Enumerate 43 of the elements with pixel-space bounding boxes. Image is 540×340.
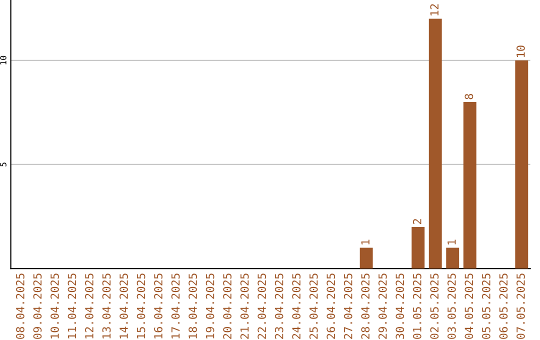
x-tick-label: 24.04.2025 xyxy=(292,274,301,339)
x-tick-label: 30.04.2025 xyxy=(396,274,404,339)
bar xyxy=(428,18,442,269)
x-tick-label: 22.04.2025 xyxy=(258,274,266,339)
x-tick-label: 08.04.2025 xyxy=(16,274,24,339)
x-tick-label: 23.04.2025 xyxy=(274,274,284,339)
data-label: 8 xyxy=(464,94,474,100)
x-tick-label: 17.04.2025 xyxy=(171,274,180,338)
x-tick-label: 29.04.2025 xyxy=(378,274,387,339)
x-tick-label: 25.04.2025 xyxy=(309,274,318,339)
data-label: 1 xyxy=(448,240,456,244)
x-tick-label: 01.05.2025 xyxy=(412,274,422,339)
x-tick-label: 12.04.2025 xyxy=(85,274,94,338)
bar xyxy=(360,248,373,269)
y-tick-label: 5 xyxy=(0,162,6,166)
bar xyxy=(446,248,460,269)
x-tick-label: 16.04.2025 xyxy=(154,274,162,338)
x-tick-label: 03.05.2025 xyxy=(447,274,456,339)
x-tick-label: 07.05.2025 xyxy=(516,274,525,339)
bar xyxy=(412,226,425,269)
data-label: 10 xyxy=(516,46,525,57)
x-tick-label: 11.04.2025 xyxy=(68,274,76,338)
data-label: 12 xyxy=(430,4,438,16)
x-tick-label: 21.04.2025 xyxy=(240,274,249,339)
x-tick-label: 18.04.2025 xyxy=(188,274,197,338)
x-tick-label: 27.04.2025 xyxy=(344,274,352,339)
x-tick-label: 20.04.2025 xyxy=(223,274,232,339)
data-label: 2 xyxy=(412,219,422,224)
x-tick-label: 14.04.2025 xyxy=(120,274,128,338)
x-tick-label: 05.05.2025 xyxy=(482,274,490,339)
bar xyxy=(463,102,476,269)
data-label: 1 xyxy=(361,240,370,244)
x-tick-label: 09.04.2025 xyxy=(33,274,42,339)
bar xyxy=(515,60,528,269)
x-tick-label: 19.04.2025 xyxy=(206,274,214,338)
x-tick-label: 06.05.2025 xyxy=(499,274,508,339)
x-tick-label: 02.05.2025 xyxy=(430,274,439,339)
x-tick-label: 28.04.2025 xyxy=(361,274,370,339)
x-tick-label: 10.04.2025 xyxy=(50,274,59,338)
x-tick-label: 15.04.2025 xyxy=(136,274,146,338)
x-tick-label: 26.04.2025 xyxy=(326,274,336,339)
x-tick-label: 13.04.2025 xyxy=(102,274,111,338)
x-tick-label: 04.05.2025 xyxy=(464,274,474,339)
